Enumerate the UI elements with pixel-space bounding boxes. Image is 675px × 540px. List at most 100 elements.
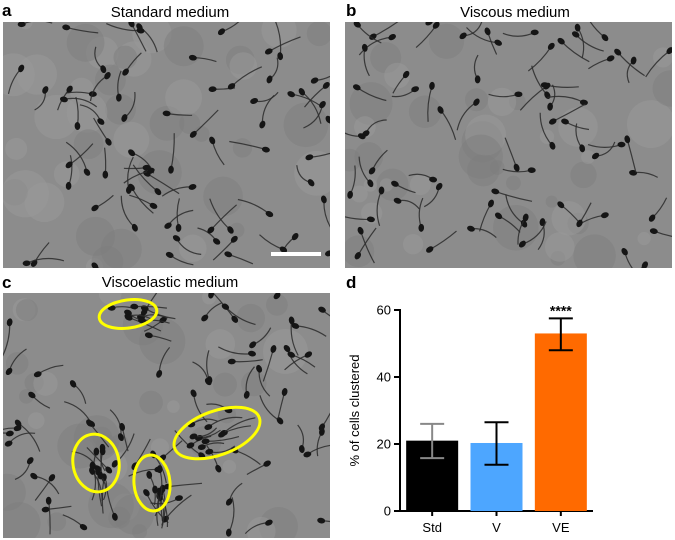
sperm-head	[530, 29, 539, 36]
sperm-head	[549, 141, 556, 150]
sperm-head	[30, 472, 38, 480]
sperm-head	[432, 22, 440, 29]
sperm-head	[154, 188, 162, 196]
sperm-head	[264, 48, 273, 55]
sperm-head	[205, 448, 214, 455]
sperm-head	[65, 181, 72, 190]
sperm-head	[128, 22, 135, 28]
sperm-head	[102, 170, 109, 179]
panel-d-letter: d	[346, 273, 357, 292]
sperm-head	[230, 235, 238, 243]
sperm-head	[164, 222, 172, 229]
sperm-head	[287, 351, 296, 358]
sperm-head	[641, 261, 649, 268]
sperm-head	[218, 431, 226, 438]
background-blotch	[429, 23, 465, 59]
panel-b-letter: b	[346, 1, 357, 20]
background-blotch	[408, 95, 442, 128]
sperm-head	[474, 75, 481, 84]
sperm-head	[5, 430, 14, 437]
background-blotch	[266, 293, 288, 316]
background-blotch	[539, 129, 555, 144]
sperm-head	[549, 118, 557, 125]
sperm-head	[256, 364, 263, 373]
sperm-head	[557, 37, 565, 45]
background-blotch	[75, 216, 115, 256]
sperm-head	[617, 141, 626, 148]
sperm-head	[273, 293, 281, 300]
sperm-head	[624, 135, 631, 144]
sperm-head	[250, 98, 258, 104]
sperm-head	[357, 133, 366, 140]
sperm-head	[484, 27, 491, 36]
background-blotch	[105, 94, 136, 125]
sperm-head	[426, 246, 434, 253]
sperm-head	[105, 466, 113, 474]
panel-c-title: Viscoelastic medium	[101, 274, 239, 291]
x-tick-label: Std	[422, 520, 442, 535]
sperm-head	[48, 474, 56, 482]
sperm-head	[93, 447, 100, 456]
background-blotch	[283, 102, 329, 148]
sperm-head	[165, 251, 174, 258]
bar-ve	[534, 333, 587, 511]
sperm-head	[263, 460, 271, 467]
sperm-head	[124, 309, 132, 316]
background-blotch	[229, 52, 258, 80]
sperm-head	[131, 223, 138, 232]
scale-bar	[271, 252, 321, 256]
sperm-head	[601, 34, 609, 42]
sperm-head	[429, 176, 438, 183]
background-blotch	[402, 233, 424, 255]
x-tick-label: V	[492, 520, 501, 535]
sperm-head	[319, 427, 325, 436]
background-blotch	[139, 318, 186, 365]
sperm-head	[621, 248, 628, 256]
sperm-head	[614, 48, 622, 56]
sperm-head	[188, 184, 197, 190]
sperm-head	[317, 517, 326, 524]
sperm-head	[547, 102, 553, 111]
background-blotch	[34, 94, 79, 140]
sperm-head	[325, 115, 330, 124]
background-blotch	[573, 234, 616, 268]
sperm-head	[561, 118, 569, 125]
sperm-head	[5, 367, 13, 376]
sperm-head	[367, 179, 374, 188]
sperm-head	[353, 22, 361, 28]
sperm-head	[224, 251, 233, 258]
sperm-head	[649, 228, 658, 234]
background-blotch	[545, 195, 558, 208]
sperm-head	[265, 519, 273, 526]
sperm-head	[281, 388, 288, 396]
cluster-outline	[132, 453, 172, 513]
sperm-head	[104, 71, 111, 80]
sperm-head	[122, 68, 129, 76]
sperm-head	[243, 390, 250, 399]
sperm-head	[279, 246, 288, 253]
sperm-head	[79, 523, 88, 531]
sperm-head	[287, 91, 296, 98]
micrograph-standard-image	[3, 22, 330, 268]
sperm-head	[606, 55, 615, 62]
background-blotch	[551, 201, 586, 236]
sperm-head	[325, 250, 330, 257]
sperm-head	[74, 122, 81, 131]
sperm-head	[227, 358, 236, 365]
background-blotch	[637, 231, 651, 246]
sperm-head	[487, 199, 494, 208]
cluster-outline	[172, 405, 262, 461]
background-blotch	[113, 494, 154, 535]
sperm-head	[111, 460, 119, 468]
background-blotch	[3, 170, 49, 218]
sperm-head	[248, 350, 256, 357]
sperm-head	[459, 32, 467, 40]
sperm-head	[162, 110, 171, 117]
sperm-head	[288, 316, 295, 325]
sperm-head	[630, 56, 637, 65]
sperm-head	[277, 52, 284, 61]
background-blotch	[236, 303, 265, 333]
sperm-head	[298, 445, 305, 453]
sperm-head	[601, 212, 609, 219]
sperm-head	[6, 318, 13, 327]
